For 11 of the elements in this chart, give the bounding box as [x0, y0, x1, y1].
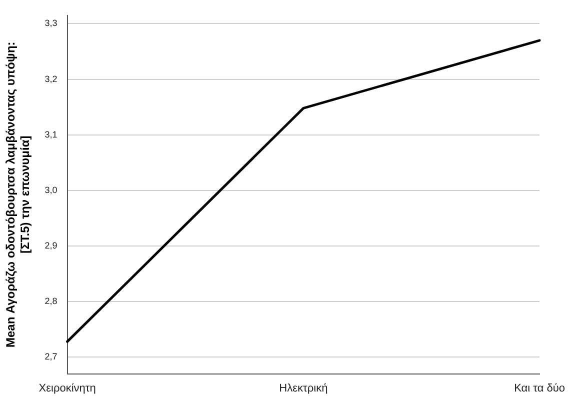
y-tick-label: 2,9 — [44, 240, 58, 250]
y-tick-label: 3,0 — [44, 184, 58, 195]
x-tick-label: Χειροκίνητη — [38, 382, 96, 394]
y-tick-label: 3,2 — [44, 74, 58, 84]
y-tick-label: 3,3 — [44, 18, 58, 28]
y-tick-label: 2,7 — [44, 352, 58, 362]
y-tick-label: 3,1 — [44, 129, 58, 140]
y-tick-label: 2,8 — [44, 296, 58, 306]
x-tick-label: Και τα δύο — [514, 382, 566, 394]
y-axis-title: Mean Αγοράζω οδοντόβουρτσα λαμβάνοντας υπόψη: [ΣΤ.5) την επωνυμία] — [4, 42, 32, 348]
x-tick-label: Ηλεκτρική — [279, 382, 328, 394]
